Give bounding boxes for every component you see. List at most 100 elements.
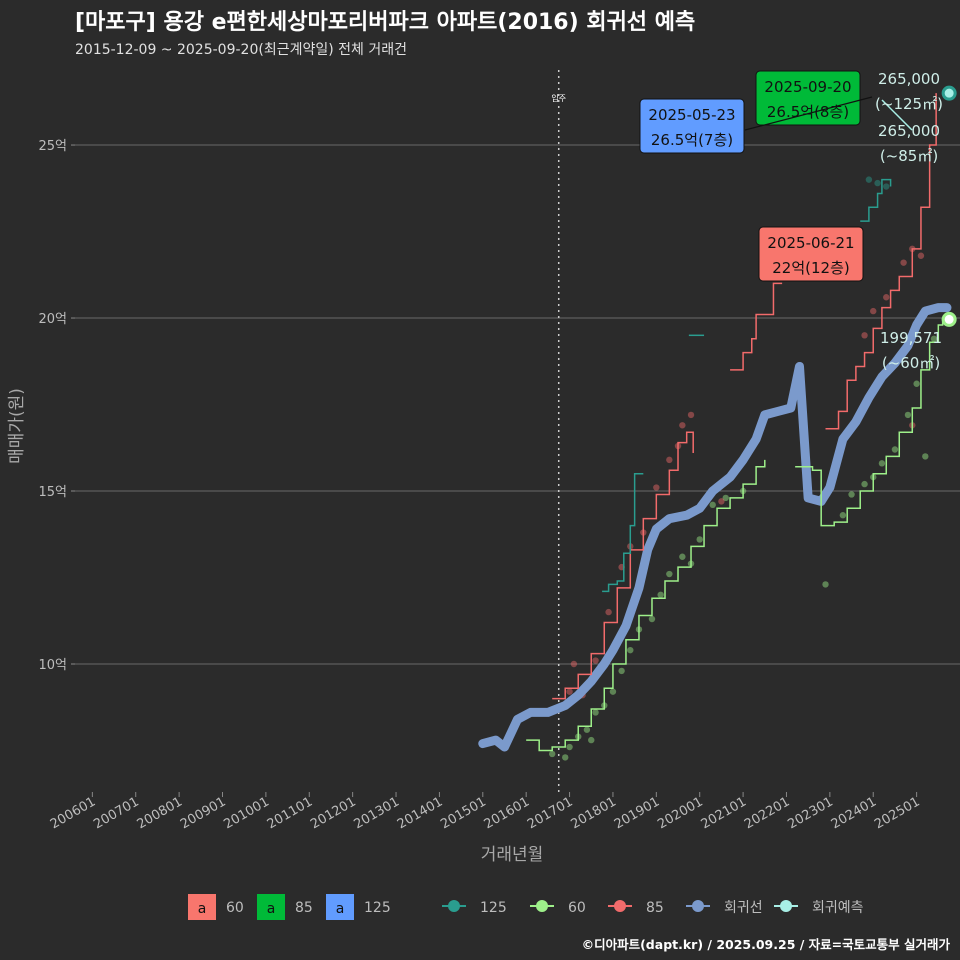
legend-line-label: 회귀선 <box>724 900 763 916</box>
scatter-points <box>549 176 938 761</box>
y-axis-title: 매매가(원) <box>7 388 27 464</box>
x-tick-label: 200801 <box>135 794 185 832</box>
scatter-point-60 <box>618 667 625 675</box>
scatter-point-60 <box>904 411 912 419</box>
legend-line-label: 125 <box>480 900 507 916</box>
callout-date: 2025-06-21 <box>767 234 854 252</box>
legend-box-swatch <box>257 894 285 920</box>
scatter-point-85 <box>679 422 686 429</box>
scatter-point-85 <box>687 411 695 419</box>
x-tick-label: 201601 <box>482 794 532 832</box>
scatter-point-60 <box>696 536 703 543</box>
series-line-85b <box>730 282 783 371</box>
x-tick-label: 201701 <box>525 794 575 832</box>
x-tick-label: 201801 <box>568 794 618 832</box>
legend-box-letter: a <box>336 901 345 917</box>
x-tick-label: 201901 <box>612 794 662 832</box>
scatter-point-60 <box>627 646 634 654</box>
chart-title: [마포구] 용강 e편한세상마포리버파크 아파트(2016) 회귀선 예측 <box>75 10 696 35</box>
legend-box-label: 125 <box>364 900 391 916</box>
x-tick-label: 202101 <box>699 794 749 832</box>
move-in-marker: 입주 <box>551 70 566 792</box>
scatter-point-60 <box>848 491 855 498</box>
end-marker-60 <box>941 311 957 327</box>
legend-dot <box>780 900 792 912</box>
scatter-point-60 <box>709 501 716 509</box>
end-value: 199,571 <box>880 329 942 347</box>
scatter-point-60 <box>657 591 664 598</box>
y-axis-ticks: 10억 15억 20억 25억 <box>38 139 75 673</box>
scatter-point-60 <box>566 743 573 751</box>
end-markers <box>941 85 957 327</box>
scatter-point-85 <box>570 660 578 668</box>
callout-price: 26.5억(7층) <box>651 131 733 149</box>
x-tick-label: 202301 <box>785 794 835 832</box>
scatter-point-60 <box>666 570 673 578</box>
x-tick-label: 201001 <box>221 794 271 832</box>
x-tick-label: 202001 <box>655 794 705 832</box>
scatter-point-60 <box>549 750 556 758</box>
x-tick-label: 200901 <box>178 794 228 832</box>
scatter-point-85 <box>653 484 660 491</box>
source-footer: ©디아파트(dapt.kr) / 2025.09.25 / 자료=국토교통부 실… <box>581 937 950 952</box>
legend-line-label: 85 <box>646 900 664 916</box>
series-line-125c <box>860 178 892 222</box>
end-value: 265,000 <box>878 70 940 88</box>
scatter-point-60 <box>839 512 847 519</box>
scatter-point-60 <box>878 460 886 467</box>
y-tick-label: 15억 <box>38 485 67 500</box>
end-value-labels: 265,000 (~125㎡) 265,000 (~85㎡) 199,571 (~60㎡) <box>875 70 943 372</box>
end-marker-125 <box>941 85 957 101</box>
scatter-point-60 <box>562 754 569 761</box>
scatter-point-125 <box>865 176 873 183</box>
scatter-point-60 <box>588 736 595 744</box>
scatter-point-60 <box>930 335 938 342</box>
series-line-60 <box>526 459 766 752</box>
y-tick-label: 25억 <box>38 139 67 154</box>
end-leader <box>881 99 913 131</box>
end-area: (~60㎡) <box>882 354 940 372</box>
scatter-point-60 <box>913 380 920 387</box>
x-tick-label: 202201 <box>742 794 792 832</box>
scatter-point-60 <box>861 480 868 488</box>
scatter-point-60 <box>583 726 591 733</box>
x-tick-label: 202501 <box>872 794 922 832</box>
legend-box-label: 60 <box>226 900 244 916</box>
scatter-point-125 <box>883 183 890 190</box>
scatter-point-85 <box>605 608 612 616</box>
scatter-point-85 <box>566 688 573 695</box>
callout-box <box>639 98 745 154</box>
callout-price: 22억(12층) <box>772 259 849 277</box>
series-line-60b <box>795 318 944 527</box>
scatter-point-60 <box>679 553 686 560</box>
scatter-point-60 <box>609 688 617 695</box>
end-area: (~85㎡) <box>880 147 938 165</box>
x-tick-label: 200701 <box>91 794 141 832</box>
legend-dot <box>536 900 548 912</box>
legend-box-letter: a <box>267 901 276 917</box>
x-tick-label: 201501 <box>438 794 488 832</box>
scatter-point-85 <box>900 259 907 266</box>
legend-box-letter: a <box>198 901 207 917</box>
callout-price: 26.5억(8층) <box>767 103 849 121</box>
legend: a 60 a 85 a 125 125 60 85 회귀선 회귀예측 <box>188 894 864 920</box>
legend-box-swatch <box>326 894 354 920</box>
scatter-point-85 <box>883 294 890 301</box>
scatter-point-85 <box>666 456 673 464</box>
legend-box-label: 85 <box>295 900 313 916</box>
scatter-point-60 <box>722 494 729 502</box>
move-in-label: 입주 <box>551 94 566 103</box>
x-axis-title: 거래년월 <box>481 845 544 865</box>
scatter-point-85 <box>592 657 599 664</box>
callout-date: 2025-05-23 <box>648 106 735 124</box>
legend-line-label: 60 <box>568 900 586 916</box>
callout-date: 2025-09-20 <box>764 78 851 96</box>
regression-line <box>478 303 952 752</box>
regression-line-group <box>478 303 952 752</box>
legend-dot <box>614 900 626 912</box>
end-value: 265,000 <box>878 122 940 140</box>
scatter-point-85 <box>861 332 868 339</box>
scatter-point-85 <box>718 498 725 505</box>
callout-box <box>758 226 864 282</box>
